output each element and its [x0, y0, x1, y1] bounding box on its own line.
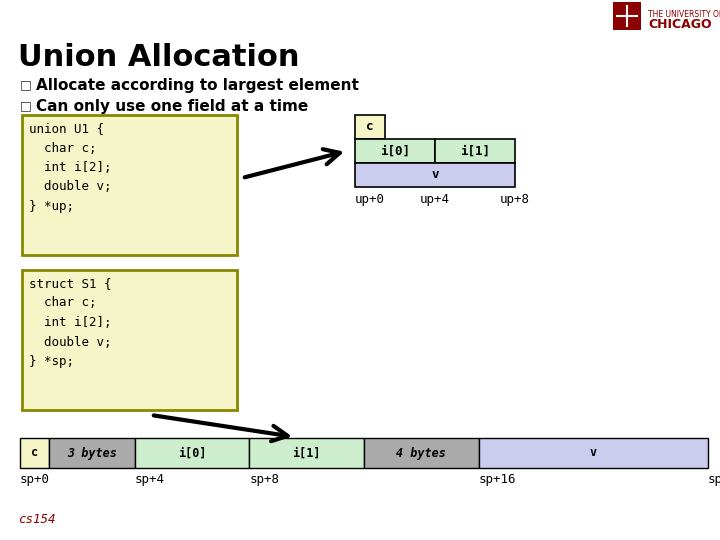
Text: up+4: up+4 [420, 193, 450, 206]
Text: struct S1 {
  char c;
  int i[2];
  double v;
} *sp;: struct S1 { char c; int i[2]; double v; … [29, 277, 112, 368]
Text: Union Allocation: Union Allocation [18, 43, 300, 72]
FancyBboxPatch shape [22, 115, 237, 255]
Text: c: c [31, 447, 38, 460]
Text: i[0]: i[0] [178, 447, 206, 460]
Text: sp+0: sp+0 [20, 473, 50, 486]
Text: up+0: up+0 [355, 193, 385, 206]
Text: 4 bytes: 4 bytes [397, 447, 446, 460]
Text: union U1 {
  char c;
  int i[2];
  double v;
} *up;: union U1 { char c; int i[2]; double v; }… [29, 122, 112, 213]
FancyBboxPatch shape [613, 2, 641, 30]
Text: sp+16: sp+16 [479, 473, 516, 486]
FancyBboxPatch shape [355, 115, 385, 139]
Text: c: c [366, 120, 374, 133]
Text: cs154: cs154 [18, 513, 55, 526]
Text: up+8: up+8 [500, 193, 530, 206]
Text: sp+24: sp+24 [708, 473, 720, 486]
Text: □: □ [20, 78, 32, 91]
Text: □: □ [20, 99, 32, 112]
Text: sp+4: sp+4 [135, 473, 165, 486]
Text: v: v [431, 168, 438, 181]
Text: i[1]: i[1] [292, 447, 321, 460]
Text: THE UNIVERSITY OF: THE UNIVERSITY OF [648, 10, 720, 19]
FancyBboxPatch shape [355, 139, 435, 163]
Text: 3 bytes: 3 bytes [67, 447, 117, 460]
Text: Allocate according to largest element: Allocate according to largest element [36, 78, 359, 93]
Text: sp+8: sp+8 [249, 473, 279, 486]
FancyBboxPatch shape [435, 139, 515, 163]
FancyBboxPatch shape [364, 438, 479, 468]
FancyBboxPatch shape [22, 270, 237, 410]
Text: v: v [590, 447, 597, 460]
FancyBboxPatch shape [20, 438, 49, 468]
Text: i[0]: i[0] [380, 145, 410, 158]
FancyBboxPatch shape [249, 438, 364, 468]
Text: Can only use one field at a time: Can only use one field at a time [36, 99, 308, 114]
FancyBboxPatch shape [479, 438, 708, 468]
FancyBboxPatch shape [135, 438, 249, 468]
Text: CHICAGO: CHICAGO [648, 18, 711, 31]
Text: i[1]: i[1] [460, 145, 490, 158]
FancyBboxPatch shape [49, 438, 135, 468]
FancyBboxPatch shape [355, 163, 515, 187]
